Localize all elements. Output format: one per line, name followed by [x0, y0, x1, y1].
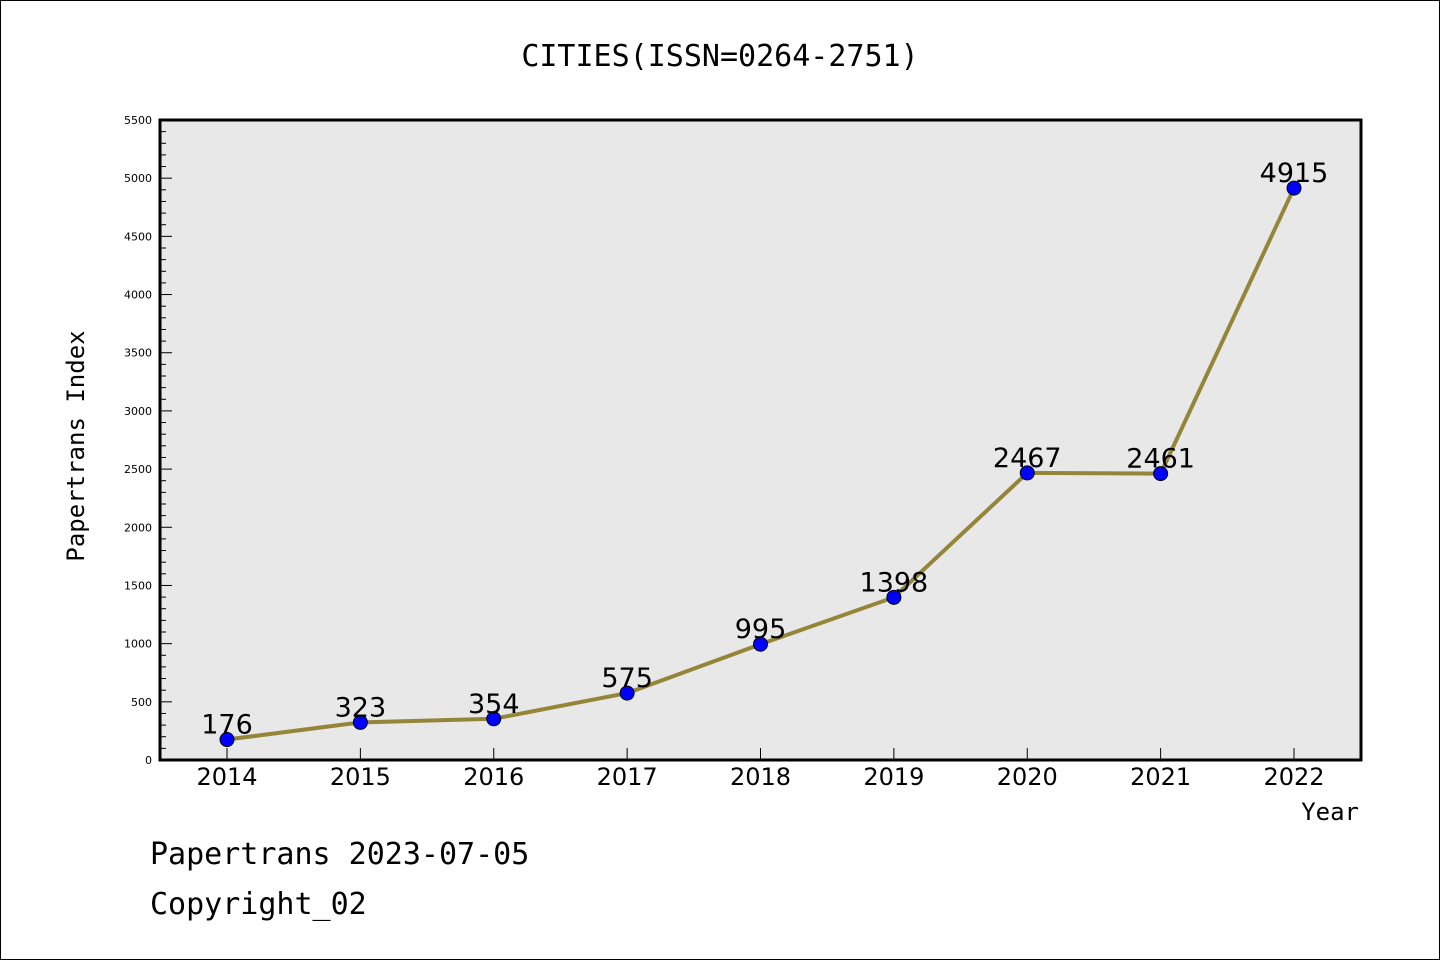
x-tick-label: 2018 [730, 763, 791, 791]
y-tick-label: 3000 [124, 405, 152, 418]
x-axis: 2014 2015 2016 2017 2018 2019 2020 2021 2022 [196, 748, 1325, 791]
series-layer: 176 323 354 575 995 1398 2467 2461 4915 [201, 158, 1329, 748]
y-axis: 0 500 1000 1500 2000 2500 3000 3500 4000 4500 5000… [124, 114, 172, 767]
y-tick-label: 4500 [124, 230, 152, 243]
y-tick-label: 5000 [124, 172, 152, 185]
x-tick-label: 2016 [463, 763, 524, 791]
data-point [1286, 180, 1302, 196]
y-tick-label: 2500 [124, 463, 152, 476]
data-label: 4915 [1260, 158, 1329, 189]
x-tick-label: 2021 [1130, 763, 1191, 791]
footer-date: Papertrans 2023-07-05 [150, 837, 529, 872]
data-label: 176 [201, 710, 253, 741]
y-axis-label: Papertrans Index [62, 330, 90, 561]
y-tick-label: 4000 [124, 289, 152, 302]
plot-area [158, 118, 1363, 762]
y-tick-label: 1500 [124, 579, 152, 592]
data-label: 2461 [1126, 444, 1195, 475]
x-tick-label: 2020 [997, 763, 1058, 791]
y-tick-label: 3500 [124, 347, 152, 360]
data-point [1019, 465, 1035, 481]
y-tick-label: 500 [131, 696, 152, 709]
data-point [753, 636, 768, 652]
data-point [486, 711, 502, 727]
data-point [1153, 466, 1169, 482]
y-tick-label: 1000 [124, 638, 152, 651]
data-label: 323 [335, 692, 387, 723]
data-label: 354 [468, 689, 520, 720]
x-tick-label: 2015 [330, 763, 391, 791]
x-tick-label: 2022 [1263, 763, 1324, 791]
data-label: 575 [601, 663, 653, 694]
y-tick-label: 5500 [124, 114, 152, 127]
data-point [352, 714, 368, 730]
y-tick-label: 0 [145, 754, 152, 767]
footer-copyright: Copyright_02 [150, 887, 367, 922]
data-point [619, 685, 635, 701]
chart-title: CITIES(ISSN=0264-2751) [521, 39, 918, 74]
data-label: 2467 [993, 443, 1062, 474]
data-label: 995 [735, 614, 787, 645]
x-tick-label: 2017 [597, 763, 658, 791]
x-tick-label: 2014 [196, 763, 257, 791]
data-point [219, 732, 235, 748]
x-tick-label: 2019 [863, 763, 924, 791]
data-point [886, 589, 902, 605]
x-axis-label: Year [1301, 798, 1359, 826]
y-tick-label: 2000 [124, 521, 152, 534]
data-label: 1398 [860, 567, 929, 598]
